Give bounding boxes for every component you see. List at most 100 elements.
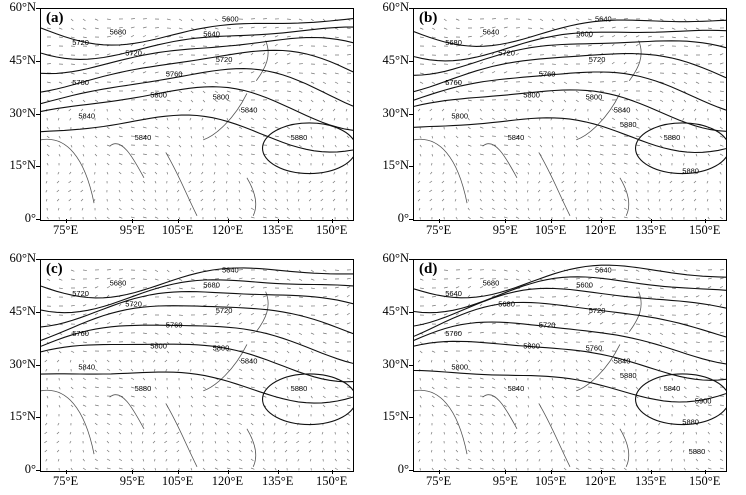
wind-arrow xyxy=(274,207,278,211)
wind-arrow xyxy=(286,153,291,156)
wind-arrow xyxy=(562,207,565,211)
wind-arrow xyxy=(707,135,711,139)
wind-arrow xyxy=(177,180,180,184)
wind-arrow xyxy=(70,18,74,22)
wind-arrow xyxy=(142,171,146,175)
wind-arrow xyxy=(58,153,61,157)
wind-arrow xyxy=(491,61,495,65)
wind-arrow xyxy=(647,90,652,93)
wind-arrow xyxy=(345,189,348,193)
wind-arrow xyxy=(118,312,122,316)
wind-arrow xyxy=(623,207,628,210)
wind-arrow xyxy=(659,332,663,336)
wind-arrow xyxy=(130,216,135,219)
wind-arrow xyxy=(214,286,219,289)
wind-arrow xyxy=(611,216,616,219)
wind-arrow xyxy=(443,90,447,94)
wind-arrow xyxy=(213,108,216,112)
wind-arrow xyxy=(154,323,159,326)
wind-arrow xyxy=(431,404,435,408)
wind-arrow xyxy=(599,198,602,202)
wind-arrow xyxy=(455,413,460,416)
wind-arrow xyxy=(190,377,193,381)
wind-arrow xyxy=(418,422,421,426)
wind-arrow xyxy=(587,458,592,461)
wind-arrow xyxy=(69,359,72,363)
wind-arrow xyxy=(551,323,556,325)
wind-arrow xyxy=(695,295,700,298)
contour-label: 5760 xyxy=(586,344,603,353)
wind-arrow xyxy=(214,99,218,103)
wind-arrow xyxy=(214,368,218,372)
wind-arrow xyxy=(250,162,255,165)
wind-arrow xyxy=(310,287,315,290)
wind-arrow xyxy=(682,431,685,435)
wind-arrow xyxy=(623,216,628,219)
geopotential-contour xyxy=(414,264,726,299)
wind-arrow xyxy=(429,180,433,184)
wind-arrow xyxy=(538,368,541,372)
wind-arrow xyxy=(94,99,99,102)
wind-arrow xyxy=(418,207,421,211)
wind-arrow xyxy=(284,431,288,435)
wind-arrow xyxy=(178,341,182,345)
wind-arrow xyxy=(250,216,255,219)
wind-arrow xyxy=(82,386,87,389)
wind-arrow xyxy=(623,71,628,74)
wind-arrow xyxy=(178,395,181,399)
wind-arrow xyxy=(177,368,180,372)
wind-arrow xyxy=(575,377,580,380)
wind-arrow xyxy=(455,404,460,407)
wind-arrow xyxy=(320,189,324,193)
wind-arrow xyxy=(46,404,48,408)
wind-arrow xyxy=(177,108,180,112)
wind-arrow xyxy=(587,312,591,316)
wind-arrow xyxy=(154,269,159,272)
wind-arrow xyxy=(346,395,351,397)
wind-arrow xyxy=(503,386,507,390)
wind-arrow xyxy=(527,44,532,47)
wind-arrow xyxy=(94,286,99,289)
wind-arrow xyxy=(467,303,471,307)
wind-arrow xyxy=(70,72,75,75)
wind-arrow xyxy=(525,449,529,453)
wind-arrow xyxy=(647,404,650,408)
wind-arrow xyxy=(346,294,350,298)
wind-arrow xyxy=(154,189,157,193)
contour-label: 5680 xyxy=(203,280,220,289)
wind-arrow xyxy=(190,36,195,39)
y-tick-label: 30°N xyxy=(382,356,409,371)
wind-arrow xyxy=(118,331,123,334)
wind-arrow xyxy=(491,71,496,74)
wind-arrow xyxy=(587,303,591,307)
wind-arrow xyxy=(298,269,302,273)
y-tick-label: 15°N xyxy=(9,409,36,424)
wind-arrow xyxy=(647,386,650,390)
wind-arrow xyxy=(479,431,483,435)
wind-arrow xyxy=(297,180,300,184)
wind-arrow xyxy=(671,269,675,273)
wind-arrow xyxy=(683,377,686,381)
wind-arrow xyxy=(563,413,567,417)
wind-arrow xyxy=(683,314,688,316)
wind-arrow xyxy=(647,62,652,65)
wind-arrow xyxy=(526,422,529,426)
wind-arrow xyxy=(226,117,229,121)
wind-arrow xyxy=(634,440,637,444)
wind-arrow xyxy=(250,171,254,175)
wind-arrow xyxy=(515,386,518,390)
wind-arrow xyxy=(118,440,121,444)
wind-arrow xyxy=(455,458,459,462)
wind-arrow xyxy=(274,117,278,121)
wind-arrow xyxy=(695,18,699,22)
wind-arrow xyxy=(683,63,688,65)
wind-arrow xyxy=(645,431,649,435)
wind-arrow xyxy=(154,278,159,281)
wind-arrow xyxy=(599,458,604,461)
wind-arrow xyxy=(310,386,313,390)
wind-arrow xyxy=(189,171,192,175)
wind-arrow xyxy=(707,395,712,397)
wind-arrow xyxy=(551,27,556,30)
map-frame: 5600 5640 5680 5720 5720 5720 5760 5760 5800 5800… xyxy=(40,8,354,221)
wind-arrow xyxy=(695,386,700,389)
